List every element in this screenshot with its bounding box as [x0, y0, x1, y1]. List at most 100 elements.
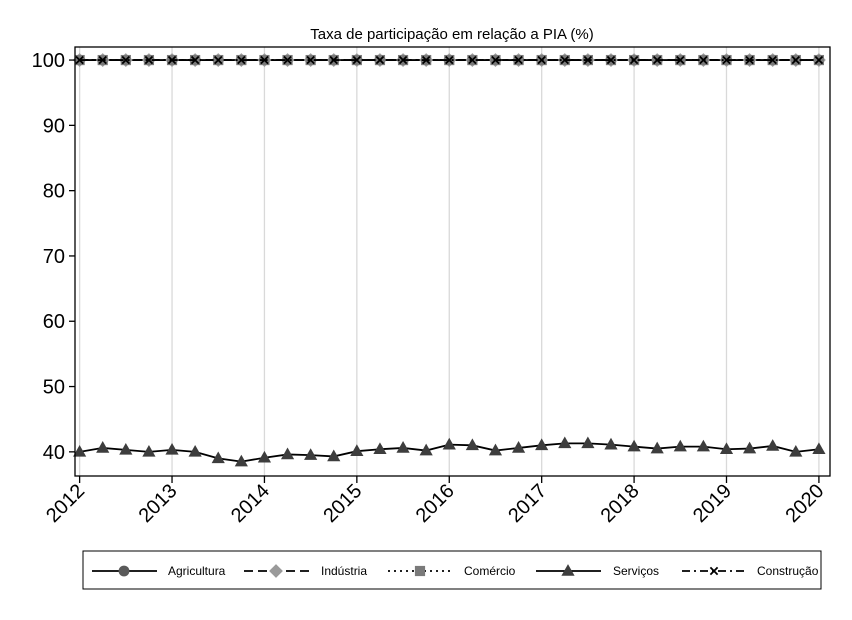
data-point: [327, 449, 341, 462]
data-point: [814, 55, 824, 65]
data-point: [165, 442, 179, 455]
data-point: [652, 55, 662, 65]
data-point: [676, 55, 685, 65]
y-axis: 40 50 60 70 80 90 100: [32, 50, 75, 464]
legend-item: Serviços: [536, 564, 659, 578]
data-point: [722, 55, 731, 65]
data-point: [306, 55, 315, 65]
data-point: [190, 55, 200, 65]
y-tick-label: 40: [43, 442, 65, 464]
legend-item: Agricultura: [92, 564, 226, 578]
data-point: [283, 55, 292, 65]
data-point: [465, 438, 479, 451]
y-tick-label: 70: [43, 246, 65, 268]
plot-frame: [74, 46, 831, 477]
chart-title: Taxa de participação em relação a PIA (%…: [310, 26, 593, 43]
data-point: [119, 442, 133, 455]
data-point: [142, 444, 156, 457]
data-point: [188, 444, 202, 457]
data-point: [581, 436, 595, 449]
data-point: [812, 442, 826, 455]
data-point: [583, 55, 593, 65]
data-point: [558, 436, 572, 449]
y-tick-label: 50: [43, 377, 65, 399]
legend-label: Serviços: [613, 564, 659, 578]
x-tick-label: 2012: [42, 480, 89, 527]
legend-marker: [561, 564, 575, 576]
data-point: [514, 55, 523, 65]
data-point: [375, 55, 385, 65]
data-point: [488, 443, 503, 456]
x-tick-label: 2019: [689, 480, 736, 527]
data-point: [604, 437, 618, 450]
legend-label: Indústria: [321, 564, 367, 578]
data-point: [75, 55, 84, 65]
grid-lines: [78, 47, 820, 476]
data-point: [766, 439, 780, 451]
data-point: [535, 438, 549, 451]
data-point: [280, 447, 295, 460]
legend-item: Comércio: [388, 564, 516, 578]
data-point: [606, 55, 616, 65]
data-point: [96, 441, 110, 453]
legend-marker: [709, 566, 719, 576]
data-point: [699, 55, 708, 65]
data-point: [789, 444, 803, 457]
legend-frame: [82, 550, 822, 590]
data-point: [419, 443, 433, 456]
data-point: [398, 55, 408, 65]
legend-marker: [269, 564, 283, 578]
legend-item: Indústria: [244, 564, 367, 578]
y-tick-label: 90: [43, 115, 65, 137]
legend-marker: [118, 565, 130, 577]
data-point: [234, 454, 248, 467]
data-point: [768, 55, 777, 65]
x-tick-label: 2015: [319, 480, 366, 527]
data-point: [121, 55, 131, 65]
y-tick-label: 60: [43, 311, 65, 333]
data-point: [260, 55, 269, 65]
data-point: [673, 439, 687, 452]
data-point: [211, 451, 225, 464]
data-point: [73, 444, 87, 457]
legend-label: Construção: [757, 564, 819, 578]
x-tick-label: 2018: [597, 480, 644, 527]
series-triangle: [73, 436, 826, 467]
data-point: [696, 439, 710, 452]
data-point: [445, 55, 454, 65]
data-point: [214, 55, 223, 65]
data-point: [650, 441, 664, 454]
data-point: [352, 55, 362, 65]
data-point: [560, 55, 570, 65]
x-tick-label: 2017: [504, 480, 551, 527]
data-point: [491, 55, 500, 65]
data-point: [745, 55, 754, 65]
data-point: [373, 442, 387, 455]
legend-label: Comércio: [464, 564, 516, 578]
data-point: [627, 439, 641, 452]
data-point: [537, 55, 546, 65]
data-point: [791, 55, 801, 65]
legend-label: Agricultura: [168, 564, 226, 578]
data-point: [421, 55, 431, 65]
data-point: [743, 441, 757, 454]
legend: Agricultura Indústria Comércio Serviços Cons…: [82, 550, 822, 590]
data-point: [629, 55, 639, 65]
x-tick-label: 2020: [781, 480, 828, 527]
legend-marker: [414, 565, 426, 577]
legend-item: Construção: [682, 564, 819, 578]
data-point: [98, 55, 107, 65]
data-point: [257, 450, 272, 463]
series-x: [75, 55, 824, 65]
x-tick-label: 2016: [412, 480, 459, 527]
data-point: [442, 437, 456, 450]
x-tick-label: 2013: [135, 480, 182, 527]
data-point: [167, 55, 177, 65]
series-layer: [72, 53, 826, 467]
data-point: [144, 55, 154, 65]
y-tick-label: 100: [32, 50, 65, 72]
data-point: [329, 55, 338, 65]
data-point: [304, 448, 318, 460]
data-point: [511, 441, 526, 453]
y-tick-label: 80: [43, 181, 65, 203]
